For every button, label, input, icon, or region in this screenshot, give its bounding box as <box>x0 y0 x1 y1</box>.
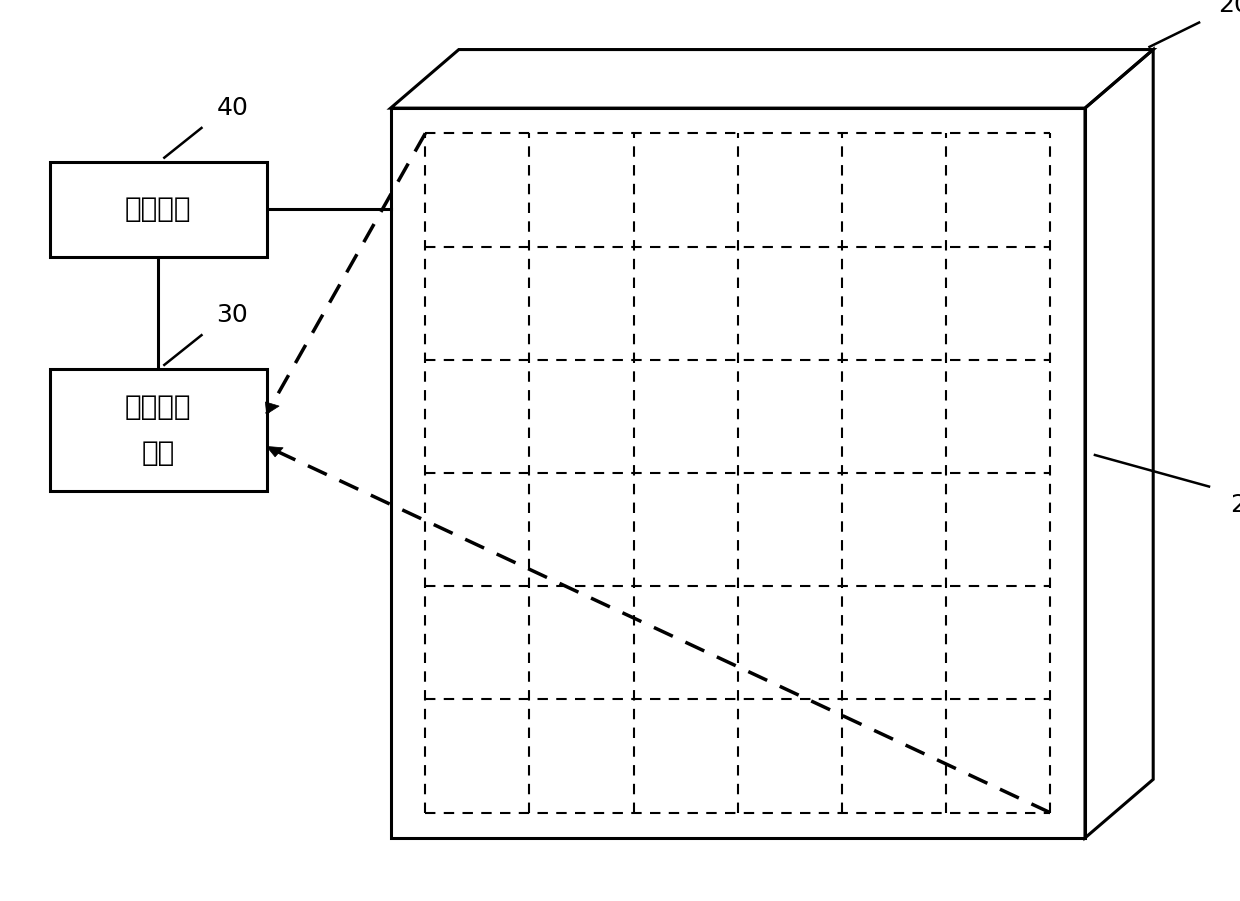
Text: 30: 30 <box>217 304 248 327</box>
Text: 图像投影
单元: 图像投影 单元 <box>125 394 191 467</box>
Text: 20: 20 <box>1218 0 1240 16</box>
Text: 40: 40 <box>217 96 248 120</box>
Polygon shape <box>265 402 279 414</box>
Bar <box>50 369 267 491</box>
Text: 处理单元: 处理单元 <box>125 196 191 223</box>
Text: 21: 21 <box>1230 493 1240 516</box>
Polygon shape <box>267 447 283 457</box>
Bar <box>50 162 267 257</box>
